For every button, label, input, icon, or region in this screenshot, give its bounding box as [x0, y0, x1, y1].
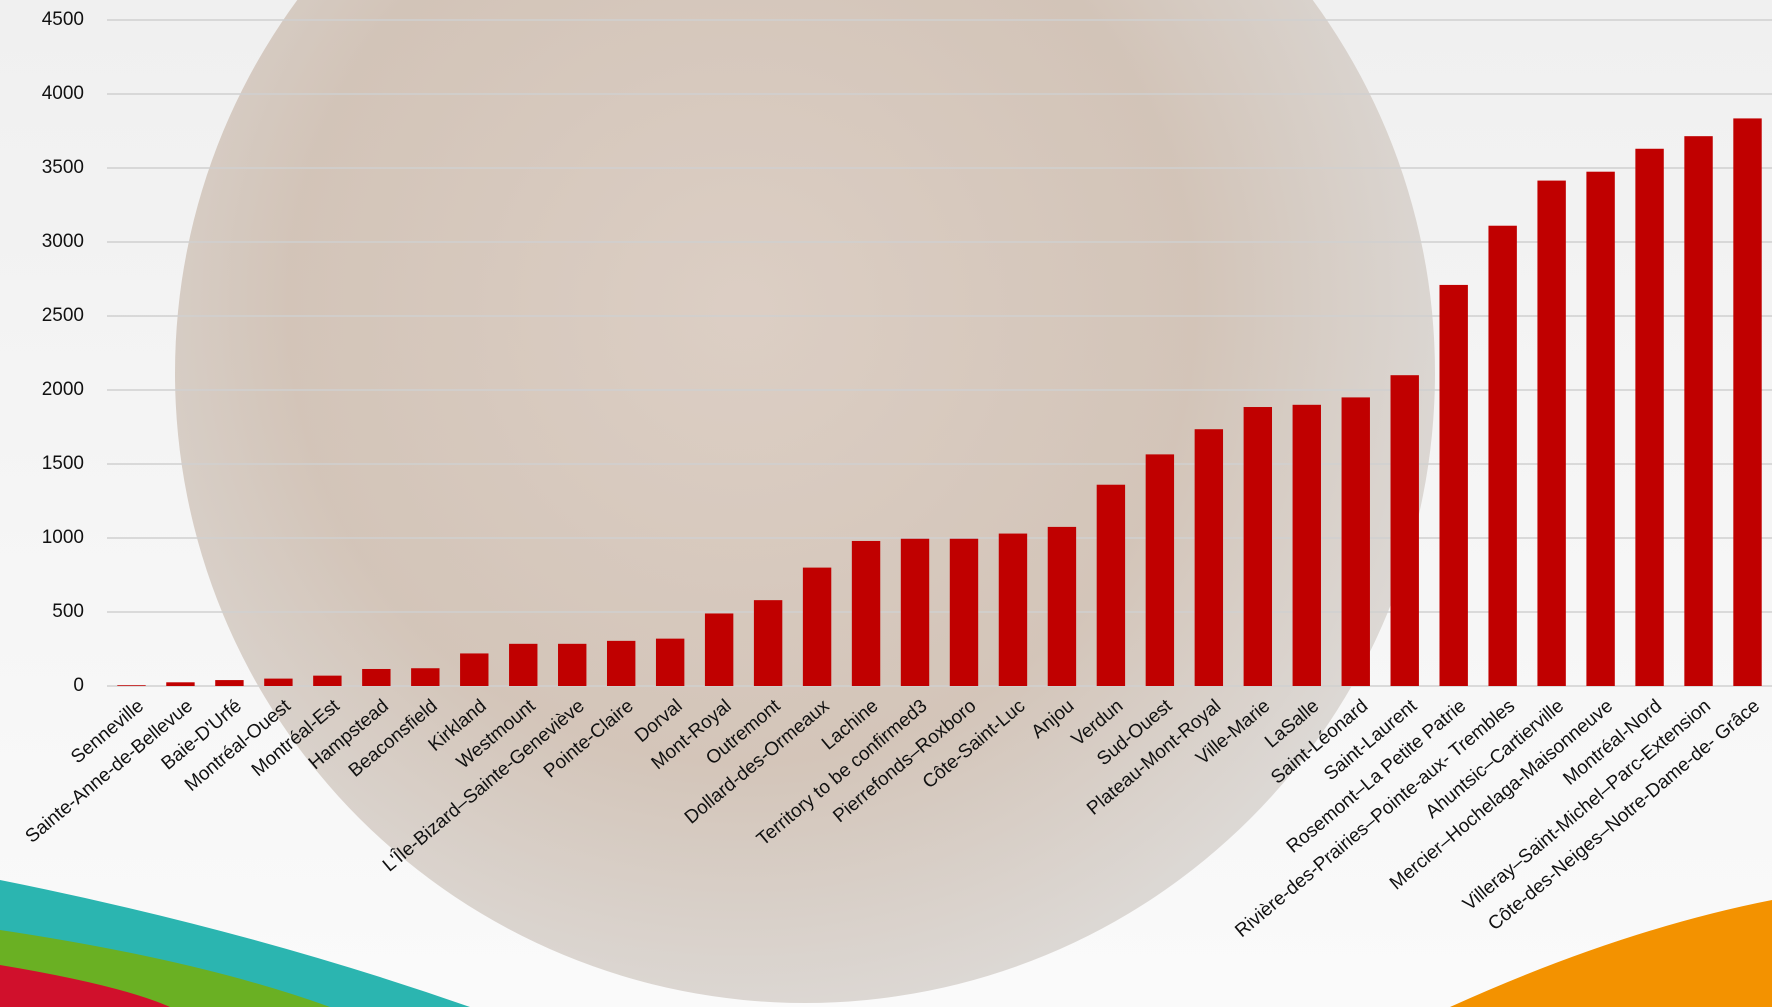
bar: [1391, 375, 1419, 686]
bar: [1244, 407, 1272, 686]
bar: [1097, 485, 1125, 686]
bar: [558, 644, 586, 686]
bar: [1146, 454, 1174, 686]
bar: [1342, 397, 1370, 686]
bar: [950, 539, 978, 686]
bar: [509, 644, 537, 686]
bar: [852, 541, 880, 686]
bar: [166, 682, 194, 686]
bar: [1195, 429, 1223, 686]
y-tick-label: 1000: [42, 527, 84, 548]
bar: [1537, 181, 1565, 686]
y-tick-label: 2000: [42, 379, 84, 400]
y-tick-label: 4500: [42, 9, 84, 30]
y-tick-label: 3500: [42, 157, 84, 178]
bar: [1684, 136, 1712, 686]
y-tick-label: 4000: [42, 83, 84, 104]
bar: [1635, 149, 1663, 686]
y-tick-label: 3000: [42, 231, 84, 252]
y-tick-label: 0: [73, 675, 84, 696]
y-tick-label: 500: [52, 601, 84, 622]
bar: [1733, 118, 1761, 686]
bar: [1293, 405, 1321, 686]
y-tick-label: 1500: [42, 453, 84, 474]
bar: [215, 680, 243, 686]
y-tick-label: 2500: [42, 305, 84, 326]
bar: [313, 676, 341, 686]
bar: [1439, 285, 1467, 686]
bar: [705, 613, 733, 686]
bar: [264, 679, 292, 686]
bar: [803, 568, 831, 686]
bar: [117, 685, 145, 686]
bar: [362, 669, 390, 686]
bar: [460, 653, 488, 686]
bar: [411, 668, 439, 686]
bar: [1586, 172, 1614, 686]
bar: [1488, 226, 1516, 686]
bar: [607, 641, 635, 686]
bar: [1048, 527, 1076, 686]
bar: [656, 639, 684, 686]
bar: [754, 600, 782, 686]
bar: [901, 539, 929, 686]
chart: 050010001500200025003000350040004500Senn…: [0, 0, 1772, 1007]
bar: [999, 534, 1027, 686]
